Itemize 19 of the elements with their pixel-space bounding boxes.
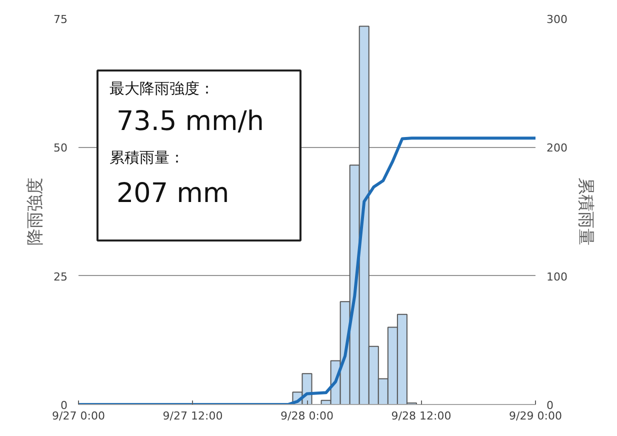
y-axis-title: 降雨強度 — [26, 178, 46, 246]
x-tick-label: 9/29 0:00 — [509, 410, 562, 422]
y2-tick-label: 200 — [546, 142, 568, 155]
y-tick-label: 25 — [54, 270, 68, 284]
y-tick-label: 50 — [54, 142, 68, 155]
y2-tick-label: 100 — [546, 270, 568, 284]
y2-tick-label: 300 — [546, 13, 568, 26]
annotation: 207 mm — [116, 178, 230, 209]
annotation: 累積雨量： — [110, 148, 184, 166]
x-tick-label: 9/27 0:00 — [52, 410, 105, 422]
y-tick-label: 75 — [54, 13, 68, 26]
y-tick-label: 0 — [60, 399, 68, 412]
y2-tick-label: 0 — [546, 399, 554, 412]
x-tick-label: 9/28 12:00 — [391, 410, 452, 422]
annotation: 最大降雨強度： — [110, 80, 214, 98]
x-tick-label: 9/28 0:00 — [280, 410, 334, 422]
x-tick-label: 9/27 12:00 — [162, 410, 223, 422]
y2-axis-title: 累積雨量 — [575, 178, 596, 246]
annotation: 73.5 mm/h — [116, 106, 264, 137]
